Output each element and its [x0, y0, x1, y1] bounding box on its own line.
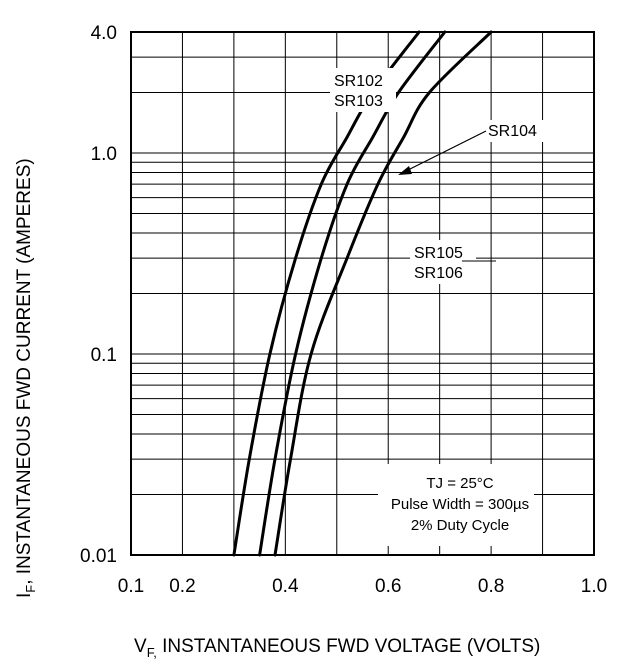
series-label-sr104: SR104: [488, 123, 537, 140]
condition-pulse-width: Pulse Width = 300µs: [391, 496, 529, 513]
grid: [131, 32, 594, 555]
series-label-sr106: SR106: [414, 265, 463, 282]
tick-labels: 0.1 0.2 0.4 0.6 0.8 1.00.010.11.04.0: [80, 23, 607, 597]
condition-duty-cycle: 2% Duty Cycle: [411, 517, 509, 534]
series-label-sr105: SR105: [414, 245, 463, 262]
x-tick-label: 0.4: [272, 576, 299, 597]
y-axis-title: IF, INSTANTANEOUS FWD CURRENT (AMPERES): [14, 158, 38, 598]
series-curve-3: [273, 30, 493, 557]
x-tick-label: 0.2: [169, 576, 195, 597]
y-tick-label: 0.01: [80, 546, 117, 567]
plot-frame: [130, 31, 595, 556]
y-tick-label: 4.0: [91, 23, 117, 44]
x-axis-title: VF, INSTANTANEOUS FWD VOLTAGE (VOLTS): [134, 636, 540, 660]
x-tick-label: 0.6: [375, 576, 401, 597]
sr104-pointer-line: [403, 130, 487, 173]
x-tick-label: 1.0: [581, 576, 607, 597]
sr105-label-bg: [410, 240, 476, 284]
sr102-label-bg: [330, 68, 396, 112]
sr104-label-bg: [484, 120, 546, 142]
condition-temperature: TJ = 25°C: [426, 475, 493, 492]
series-label-sr102: SR102: [334, 73, 383, 90]
x-tick-label: 0.1: [118, 576, 144, 597]
sr104-pointer-arrowhead: [398, 166, 412, 175]
conditions-box: [378, 464, 534, 546]
y-tick-label: 0.1: [91, 345, 117, 366]
x-tick-label: 0.8: [478, 576, 504, 597]
y-tick-label: 1.0: [91, 144, 117, 165]
series-label-sr103: SR103: [334, 93, 383, 110]
